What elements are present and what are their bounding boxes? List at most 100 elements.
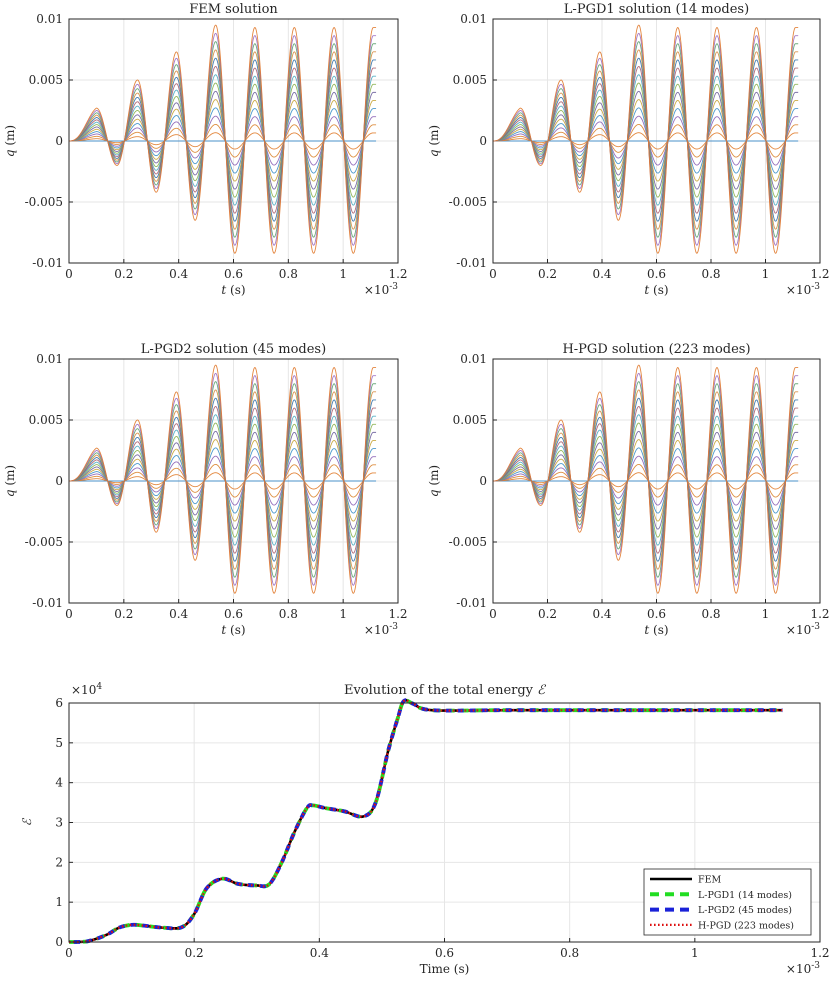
- chart-energy-ytick-label-5: 5: [55, 736, 63, 750]
- chart-fem-xtick-label-5: 1: [339, 267, 347, 281]
- chart-lpgd2-xtick-label-3: 0.6: [224, 607, 243, 621]
- chart-lpgd1-series-1: [493, 132, 799, 150]
- chart-lpgd2-series-14: [69, 364, 377, 594]
- chart-lpgd1-ytick-label-3: 0.005: [453, 73, 487, 87]
- chart-energy-y-exponent: ×104: [71, 682, 102, 697]
- chart-hpgd-xtick-label-2: 0.4: [592, 607, 611, 621]
- chart-lpgd2-ytick-label-1: -0.005: [25, 535, 63, 549]
- chart-hpgd-xtick-label-1: 0.2: [538, 607, 557, 621]
- chart-energy-title: Evolution of the total energy ℰ: [344, 683, 546, 698]
- chart-fem-series-14: [69, 24, 377, 254]
- chart-fem: 0 0.2 0.4 0.6 0.8 1 1.2 -0.01 -0.005 0 0.005 0.01 FE…: [3, 2, 408, 297]
- chart-hpgd-xtick-label-3: 0.6: [647, 607, 666, 621]
- chart-fem-ylabel: q (m): [3, 125, 17, 157]
- chart-energy-series-4: [68, 699, 783, 944]
- chart-energy-legend-label-3: L-PGD2 (45 modes): [698, 905, 792, 916]
- chart-energy-xtick-label-5: 1: [691, 946, 699, 960]
- chart-fem-series-1: [69, 132, 377, 150]
- chart-energy-ytick-label-4: 4: [55, 776, 63, 790]
- chart-hpgd-ytick-label-3: 0.005: [453, 413, 487, 427]
- chart-hpgd-xtick-label-5: 1: [762, 607, 770, 621]
- chart-energy-ytick-label-3: 3: [55, 816, 63, 830]
- chart-hpgd-ytick-label-2: 0: [479, 474, 487, 488]
- chart-hpgd-title: H-PGD solution (223 modes): [562, 342, 750, 357]
- chart-lpgd1-xtick-label-4: 0.8: [701, 267, 720, 281]
- chart-lpgd2-xlabel: t (s): [221, 623, 245, 637]
- chart-lpgd2-xtick-label-4: 0.8: [279, 607, 298, 621]
- charts-group: 0 0.2 0.4 0.6 0.8 1 1.2 -0.01 -0.005 0 0.005 0.01 FE…: [3, 2, 830, 976]
- chart-hpgd-curves: [493, 364, 799, 594]
- chart-energy-xtick-label-4: 0.8: [560, 946, 579, 960]
- chart-energy-axes-box: [68, 702, 821, 943]
- chart-lpgd1-xtick-label-5: 1: [762, 267, 770, 281]
- chart-lpgd2-xtick-label-2: 0.4: [169, 607, 188, 621]
- chart-lpgd1-curves: [493, 24, 799, 254]
- chart-lpgd1-xlabel: t (s): [644, 283, 668, 297]
- chart-energy-ytick-label-0: 0: [55, 935, 63, 949]
- chart-hpgd-ylabel: q (m): [427, 465, 441, 497]
- chart-hpgd-series-1: [493, 472, 799, 490]
- chart-hpgd-ytick-label-1: -0.005: [449, 535, 487, 549]
- chart-hpgd: 0 0.2 0.4 0.6 0.8 1 1.2 -0.01 -0.005 0 0.005 0.01 H-…: [427, 342, 830, 637]
- chart-energy-ytick-label-6: 6: [55, 696, 63, 710]
- chart-lpgd2-xtick-label-5: 1: [339, 607, 347, 621]
- chart-lpgd1-xtick-label-0: 0: [489, 267, 497, 281]
- chart-energy-xtick-label-3: 0.6: [435, 946, 454, 960]
- chart-fem-xtick-label-2: 0.4: [169, 267, 188, 281]
- chart-lpgd1-x-exponent: ×10-3: [786, 282, 820, 297]
- chart-fem-xtick-label-3: 0.6: [224, 267, 243, 281]
- chart-energy-legend-label-1: FEM: [698, 875, 722, 886]
- chart-lpgd2-x-exponent: ×10-3: [364, 622, 398, 637]
- chart-lpgd2-xtick-label-0: 0: [65, 607, 73, 621]
- chart-hpgd-xtick-label-0: 0: [489, 607, 497, 621]
- chart-fem-curves: [69, 24, 377, 254]
- chart-lpgd1-xtick-label-1: 0.2: [538, 267, 557, 281]
- chart-energy-legend-label-2: L-PGD1 (14 modes): [698, 890, 792, 901]
- chart-lpgd1-ytick-label-2: 0: [479, 134, 487, 148]
- chart-energy-series-group: [68, 698, 783, 944]
- chart-energy-series-3: [68, 698, 783, 944]
- chart-hpgd-ytick-label-0: -0.01: [456, 596, 487, 610]
- chart-hpgd-xtick-label-4: 0.8: [701, 607, 720, 621]
- chart-lpgd2-curves: [69, 364, 377, 594]
- chart-hpgd-ytick-label-4: 0.01: [460, 352, 487, 366]
- chart-lpgd1-title: L-PGD1 solution (14 modes): [564, 2, 749, 17]
- chart-lpgd1-ytick-label-4: 0.01: [460, 12, 487, 26]
- chart-fem-ytick-label-2: 0: [55, 134, 63, 148]
- chart-fem-xtick-label-0: 0: [65, 267, 73, 281]
- chart-hpgd-x-exponent: ×10-3: [786, 622, 820, 637]
- chart-fem-ytick-label-3: 0.005: [29, 73, 63, 87]
- chart-lpgd2-title: L-PGD2 solution (45 modes): [141, 342, 326, 357]
- chart-lpgd2-ytick-label-0: -0.01: [32, 596, 63, 610]
- chart-lpgd2-ylabel: q (m): [3, 465, 17, 497]
- chart-fem-axes-box: [68, 18, 399, 264]
- chart-hpgd-xtick-label-6: 1.2: [810, 607, 829, 621]
- chart-fem-ytick-label-4: 0.01: [36, 12, 63, 26]
- chart-fem-xtick-label-4: 0.8: [279, 267, 298, 281]
- chart-fem-xlabel: t (s): [221, 283, 245, 297]
- chart-energy-xtick-label-1: 0.2: [185, 946, 204, 960]
- chart-lpgd2-xtick-label-6: 1.2: [388, 607, 407, 621]
- chart-energy-xlabel: Time (s): [420, 962, 470, 976]
- chart-energy-xtick-label-6: 1.2: [810, 946, 829, 960]
- chart-energy-legend-label-4: H-PGD (223 modes): [698, 920, 794, 931]
- chart-fem-xtick-label-6: 1.2: [388, 267, 407, 281]
- chart-hpgd-axes-box: [492, 358, 821, 604]
- chart-fem-ytick-label-0: -0.01: [32, 256, 63, 270]
- chart-lpgd2-series-1: [69, 472, 377, 490]
- chart-energy-xtick-label-0: 0: [65, 946, 73, 960]
- chart-lpgd1-ytick-label-1: -0.005: [449, 195, 487, 209]
- chart-hpgd-series-14: [493, 364, 799, 594]
- chart-lpgd2-ytick-label-3: 0.005: [29, 413, 63, 427]
- chart-fem-x-exponent: ×10-3: [364, 282, 398, 297]
- chart-energy-legend: FEM L-PGD1 (14 modes) L-PGD2 (45 modes) H-P…: [643, 868, 812, 936]
- chart-energy-ytick-label-1: 1: [55, 895, 63, 909]
- chart-lpgd1-ylabel: q (m): [427, 125, 441, 157]
- chart-energy-x-exponent: ×10-3: [786, 961, 820, 976]
- chart-lpgd1-xtick-label-6: 1.2: [810, 267, 829, 281]
- chart-lpgd2-ytick-label-4: 0.01: [36, 352, 63, 366]
- chart-lpgd1-axes-box: [492, 18, 821, 264]
- chart-lpgd1-ytick-label-0: -0.01: [456, 256, 487, 270]
- chart-fem-ytick-label-1: -0.005: [25, 195, 63, 209]
